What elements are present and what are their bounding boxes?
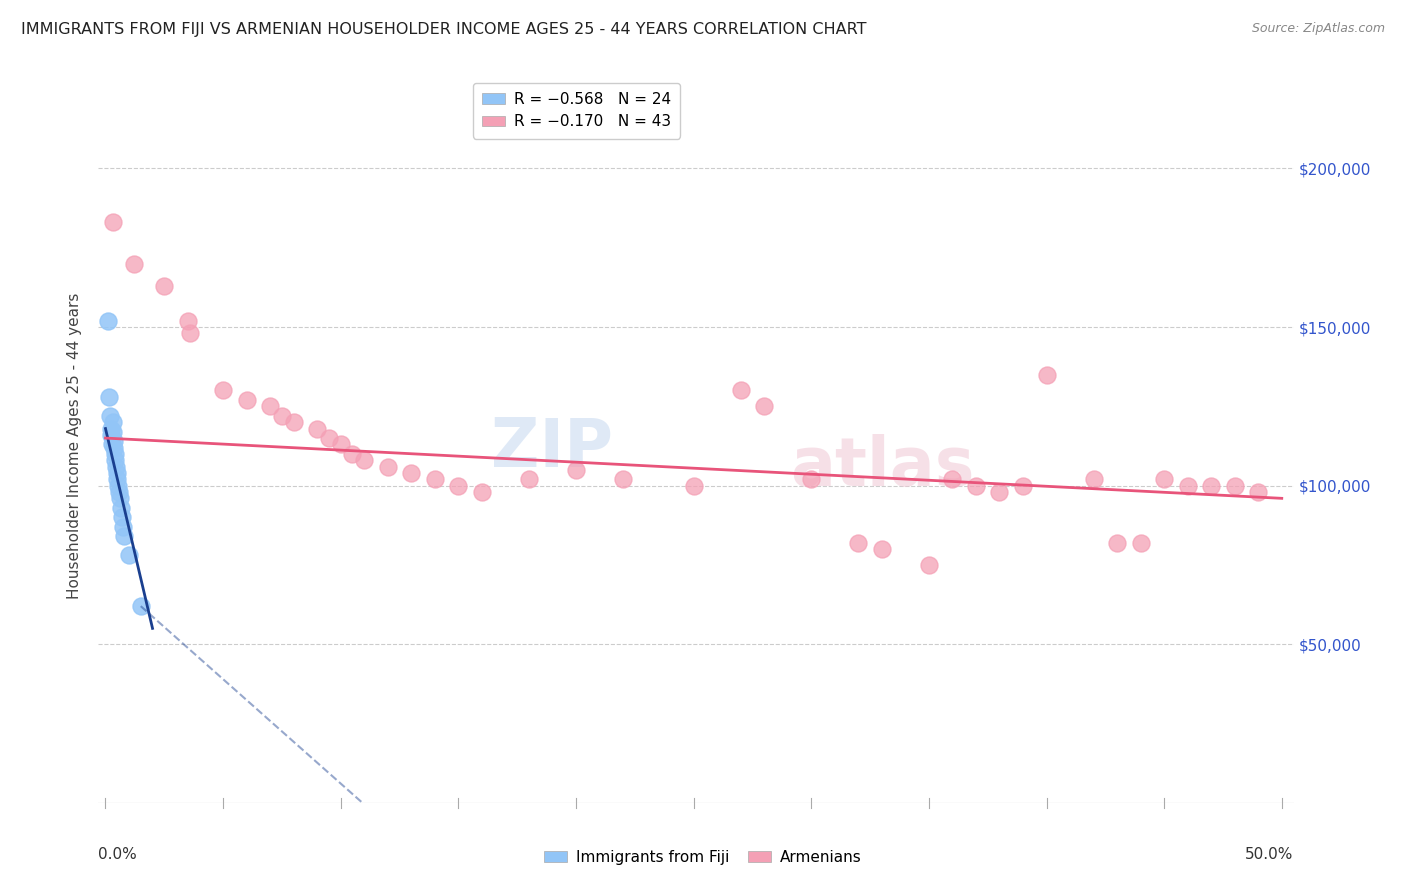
Point bbox=[1247, 485, 1270, 500]
Point bbox=[101, 215, 124, 229]
Point bbox=[447, 478, 470, 492]
Point bbox=[101, 437, 124, 451]
Point bbox=[111, 510, 134, 524]
Point bbox=[846, 535, 869, 549]
Point bbox=[271, 409, 294, 423]
Point bbox=[100, 428, 122, 442]
Point bbox=[988, 485, 1011, 500]
Point bbox=[870, 542, 893, 557]
Point bbox=[423, 472, 446, 486]
Text: atlas: atlas bbox=[790, 434, 974, 500]
Text: IMMIGRANTS FROM FIJI VS ARMENIAN HOUSEHOLDER INCOME AGES 25 - 44 YEARS CORRELATI: IMMIGRANTS FROM FIJI VS ARMENIAN HOUSEHO… bbox=[21, 22, 866, 37]
Point bbox=[1129, 535, 1152, 549]
Point bbox=[98, 390, 121, 404]
Point bbox=[1083, 472, 1105, 486]
Point bbox=[153, 278, 176, 293]
Point bbox=[103, 441, 125, 455]
Point bbox=[97, 314, 120, 328]
Point bbox=[730, 384, 752, 398]
Text: ZIP: ZIP bbox=[492, 415, 613, 481]
Point bbox=[1107, 535, 1129, 549]
Point bbox=[129, 599, 152, 614]
Text: 0.0%: 0.0% bbox=[98, 847, 138, 863]
Point bbox=[108, 491, 131, 506]
Point bbox=[122, 257, 145, 271]
Point bbox=[800, 472, 823, 486]
Legend: Immigrants from Fiji, Armenians: Immigrants from Fiji, Armenians bbox=[538, 844, 868, 871]
Point bbox=[329, 437, 352, 451]
Point bbox=[259, 400, 281, 414]
Point bbox=[105, 472, 128, 486]
Point bbox=[100, 421, 122, 435]
Point bbox=[112, 529, 135, 543]
Point bbox=[682, 478, 704, 492]
Point bbox=[283, 415, 305, 429]
Point bbox=[377, 459, 399, 474]
Point bbox=[101, 415, 124, 429]
Point bbox=[318, 431, 340, 445]
Point bbox=[104, 447, 127, 461]
Point bbox=[1153, 472, 1175, 486]
Point bbox=[108, 485, 131, 500]
Point bbox=[754, 400, 776, 414]
Point bbox=[105, 459, 128, 474]
Point bbox=[918, 558, 941, 572]
Text: Source: ZipAtlas.com: Source: ZipAtlas.com bbox=[1251, 22, 1385, 36]
Point bbox=[965, 478, 987, 492]
Point bbox=[1035, 368, 1057, 382]
Point bbox=[612, 472, 634, 486]
Legend: R = −0.568   N = 24, R = −0.170   N = 43: R = −0.568 N = 24, R = −0.170 N = 43 bbox=[472, 83, 681, 138]
Point bbox=[235, 392, 257, 407]
Point bbox=[517, 472, 540, 486]
Point bbox=[401, 466, 423, 480]
Point bbox=[101, 425, 124, 439]
Point bbox=[941, 472, 963, 486]
Point bbox=[107, 478, 129, 492]
Point bbox=[177, 314, 200, 328]
Point bbox=[471, 485, 494, 500]
Point bbox=[342, 447, 364, 461]
Point bbox=[104, 453, 127, 467]
Point bbox=[112, 520, 135, 534]
Point bbox=[212, 384, 235, 398]
Point bbox=[118, 549, 141, 563]
Point bbox=[105, 466, 128, 480]
Point bbox=[1177, 478, 1199, 492]
Point bbox=[1199, 478, 1222, 492]
Y-axis label: Householder Income Ages 25 - 44 years: Householder Income Ages 25 - 44 years bbox=[67, 293, 83, 599]
Point bbox=[110, 500, 132, 515]
Point bbox=[103, 434, 125, 449]
Point bbox=[1223, 478, 1246, 492]
Point bbox=[179, 326, 201, 341]
Point bbox=[353, 453, 375, 467]
Point bbox=[565, 463, 588, 477]
Point bbox=[307, 421, 329, 435]
Text: 50.0%: 50.0% bbox=[1246, 847, 1294, 863]
Point bbox=[98, 409, 121, 423]
Point bbox=[1012, 478, 1035, 492]
